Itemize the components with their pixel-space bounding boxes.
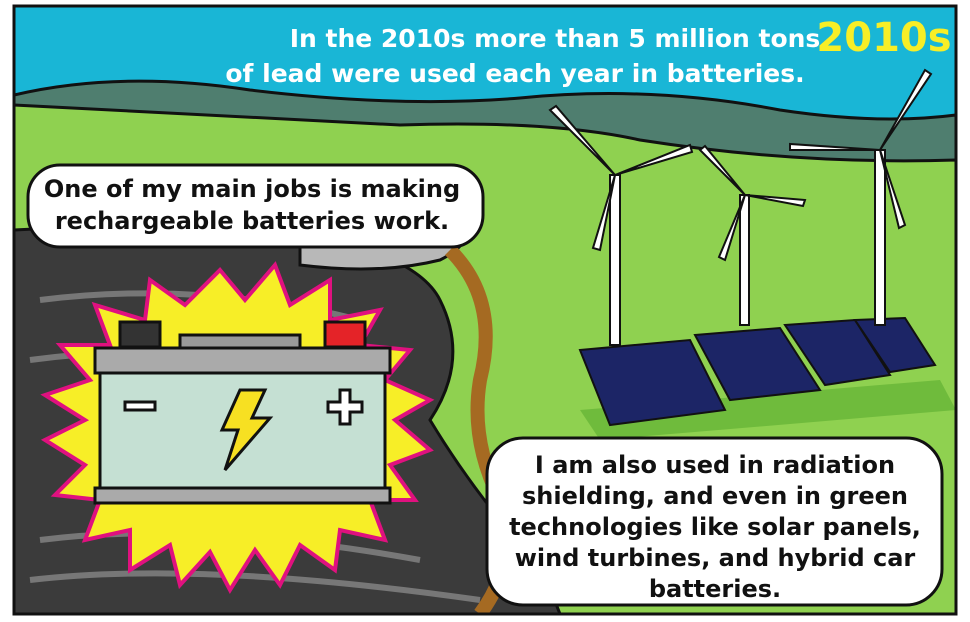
speech-bubble — [485, 436, 944, 607]
frame — [12, 4, 958, 616]
speech-bubble — [26, 163, 485, 249]
panel-ground — [580, 380, 956, 440]
bubble-line: One of my main jobs is making — [44, 175, 460, 203]
bubble-line: wind turbines, and hybrid car — [515, 544, 916, 572]
bubble-line: batteries. — [649, 575, 781, 603]
year-badge: 2010s — [816, 15, 951, 61]
wind-turbines — [548, 68, 933, 346]
bubble-line: technologies like solar panels, — [509, 513, 921, 541]
solar-panels — [578, 316, 937, 427]
bubble-line: shielding, and even in green — [522, 482, 908, 510]
header-line: of lead were used each year in batteries… — [225, 59, 804, 88]
bubble-line: I am also used in radiation — [535, 451, 895, 479]
bubble-line: rechargeable batteries work. — [55, 207, 449, 235]
header-line: In the 2010s more than 5 million tons — [290, 24, 821, 53]
battery — [93, 320, 392, 505]
